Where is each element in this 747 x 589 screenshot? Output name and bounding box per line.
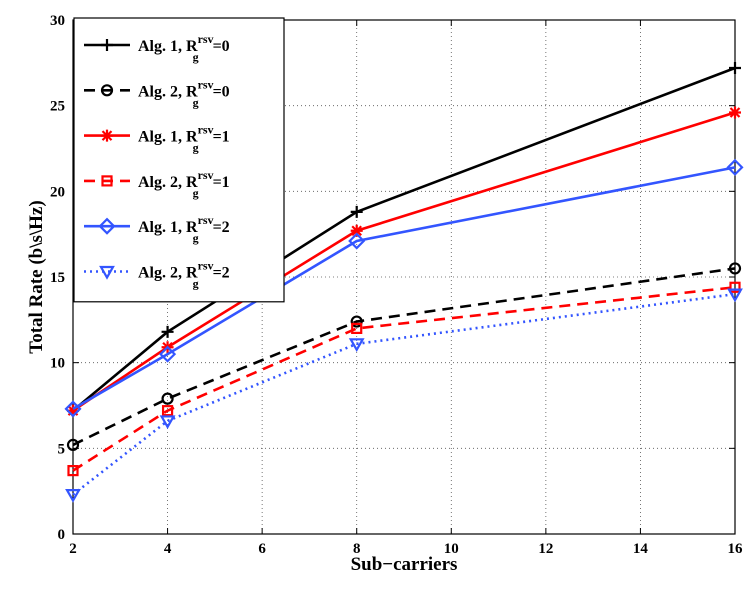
x-tick-label: 4 [164,541,172,557]
legend: Alg. 1, Rrsv g=0 Alg. 2, Rrsv g=0 Alg. 1, Rr… [73,17,285,303]
y-tick-label: 5 [58,441,66,457]
data-point [161,405,174,417]
legend-marker [98,217,116,235]
data-point [726,158,744,176]
legend-label: Alg. 1, Rrsv g=2 [138,213,230,245]
legend-entry: Alg. 2, Rrsv g=1 [84,168,230,200]
legend-label: Alg. 2, Rrsv g=2 [138,259,230,291]
y-tick-label: 30 [50,13,65,29]
legend-label: Alg. 2, Rrsv g=0 [138,77,230,109]
data-point [729,61,741,74]
data-point [159,345,177,363]
x-tick-label: 14 [633,541,649,557]
data-point [66,438,80,452]
legend-marker [99,265,115,280]
legend-marker [101,175,113,187]
data-point [65,488,81,503]
data-point [727,288,743,303]
x-tick-label: 16 [728,541,744,557]
data-point [161,392,174,405]
data-point [161,325,174,338]
legend-entry: Alg. 1, Rrsv g=1 [84,123,230,155]
data-point [159,415,176,430]
legend-entry: Alg. 2, Rrsv g=0 [84,77,230,109]
series-4 [67,281,741,477]
y-tick-label: 15 [50,270,65,286]
axis-ticks: 2 4 6 8 10 12 14 16 0 5 10 15 20 25 30 [50,13,743,557]
data-point [350,205,363,218]
data-point [729,281,741,293]
x-tick-label: 12 [538,541,553,557]
legend-entry: Alg. 1, Rrsv g=2 [84,213,230,245]
y-tick-label: 0 [58,527,66,543]
x-tick-label: 2 [69,541,77,557]
legend-label: Alg. 1, Rrsv g=0 [138,32,230,64]
legend-marker [101,129,113,142]
data-point [67,404,79,417]
legend-marker [101,39,113,51]
data-point [348,232,366,250]
data-point [729,106,741,119]
series-6 [65,288,743,503]
x-axis-label: Sub−carriers [351,554,458,575]
x-tick-label: 10 [444,541,459,557]
series-line [72,267,736,447]
legend-box [73,17,285,303]
data-point [67,465,79,477]
series-line [72,292,736,496]
series-2 [66,262,742,452]
data-point [348,338,365,353]
legend-label: Alg. 2, Rrsv g=1 [138,168,230,200]
legend-marker [100,84,114,97]
data-point [350,224,363,237]
data-point [728,262,742,275]
x-tick-label: 8 [353,541,361,557]
legend-entry: Alg. 1, Rrsv g=0 [84,32,230,64]
y-axis-label: Total Rate (b\s\Hz) [26,200,47,353]
data-point [351,322,363,334]
series-line [72,285,736,472]
x-tick-label: 6 [258,541,266,557]
y-tick-label: 20 [50,184,65,200]
legend-entry: Alg. 2, Rrsv g=2 [84,259,230,291]
legend-label: Alg. 1, Rrsv g=1 [138,123,230,155]
data-point [350,315,363,328]
y-tick-label: 25 [50,99,65,115]
data-point [64,400,82,418]
y-tick-label: 10 [50,356,65,372]
